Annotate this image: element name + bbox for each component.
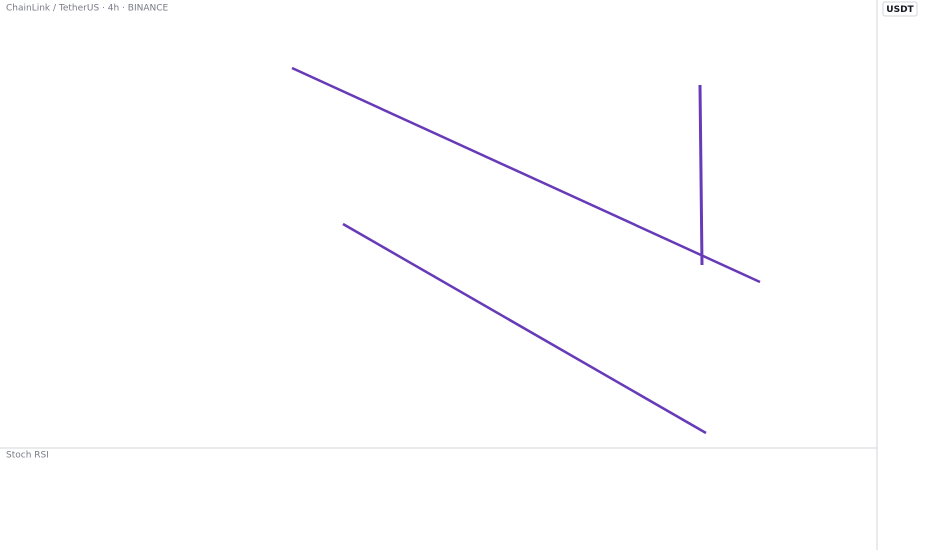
- currency: USDT: [886, 5, 914, 15]
- trend-line: [342, 222, 707, 435]
- projection-line: [698, 84, 704, 266]
- price-axis: [877, 0, 932, 550]
- currency-box: [882, 1, 918, 17]
- chart-title: ChainLink / TetherUS · 4h · BINANCE: [6, 4, 168, 14]
- indicator-title: Stoch RSI: [6, 451, 49, 461]
- trend-line: [291, 66, 761, 284]
